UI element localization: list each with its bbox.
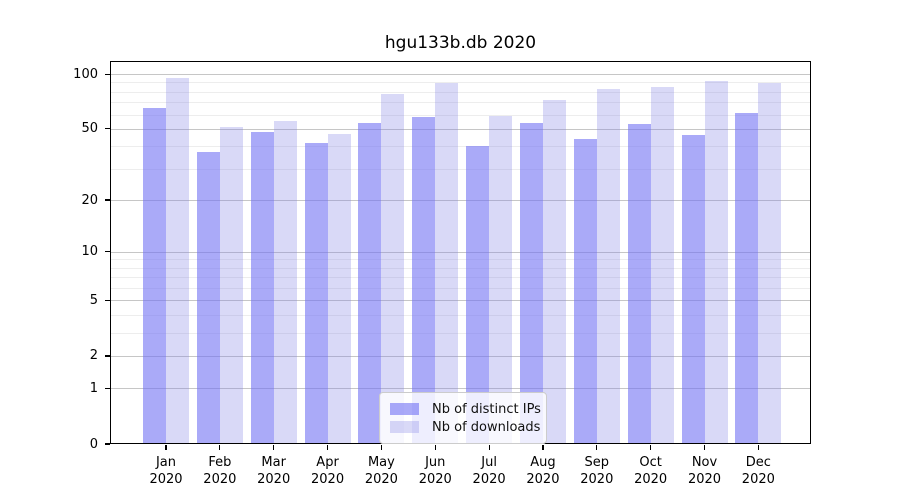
x-tick-label-feb: Feb 2020 [203, 455, 237, 487]
bar-nb-of-distinct-ips-jul [466, 146, 490, 444]
plot-area [110, 61, 811, 444]
y-tick-label-1: 1 [89, 380, 98, 396]
bar-nb-of-distinct-ips-sep [573, 138, 597, 444]
y-tick-label-2: 2 [89, 348, 98, 364]
x-tick-sep [596, 445, 598, 450]
chart-title: hgu133b.db 2020 [384, 33, 537, 53]
x-tick-label-nov: Nov 2020 [687, 455, 722, 487]
legend: Nb of distinct IPs Nb of downloads [379, 392, 547, 444]
legend-swatch-distinct-ips [390, 403, 419, 415]
gridline-5 [110, 300, 811, 302]
bar-nb-of-downloads-sep [596, 88, 620, 444]
x-tick-feb [219, 445, 221, 450]
y-tick-100 [105, 73, 110, 75]
x-tick-jul [488, 445, 490, 450]
x-tick-apr [326, 445, 329, 450]
bar-nb-of-distinct-ips-jan [143, 108, 166, 444]
bar-nb-of-distinct-ips-aug [519, 122, 543, 444]
y-tick-label-20: 20 [81, 192, 98, 208]
gridline-100 [110, 74, 811, 76]
x-tick-oct [650, 445, 652, 450]
x-tick-label-jan: Jan 2020 [149, 455, 183, 487]
gridline-50 [110, 128, 811, 130]
bar-nb-of-downloads-oct [650, 87, 674, 444]
x-tick-dec [757, 445, 759, 450]
y-tick-label-5: 5 [89, 292, 98, 308]
x-tick-may [380, 445, 382, 450]
minor-gridline-40 [110, 146, 811, 148]
x-tick-label-mar: Mar 2020 [257, 455, 291, 487]
bar-nb-of-downloads-may [381, 93, 405, 444]
bar-nb-of-distinct-ips-oct [627, 124, 651, 444]
bar-nb-of-downloads-feb [219, 127, 243, 444]
y-tick-5 [105, 299, 110, 301]
minor-gridline-8 [110, 267, 811, 269]
legend-item-downloads: Nb of downloads [390, 418, 540, 436]
bar-nb-of-downloads-nov [704, 80, 728, 444]
y-tick-label-100: 100 [73, 66, 98, 82]
x-tick-aug [542, 445, 544, 450]
minor-gridline-70 [110, 102, 811, 104]
bar-nb-of-downloads-aug [542, 100, 566, 444]
gridline-20 [110, 200, 811, 201]
x-tick-mar [273, 445, 275, 450]
bar-nb-of-distinct-ips-jun [412, 117, 436, 444]
minor-gridline-6 [110, 288, 811, 290]
legend-swatch-downloads [390, 421, 419, 433]
legend-label-downloads: Nb of downloads [432, 419, 541, 435]
bar-nb-of-distinct-ips-nov [681, 135, 705, 444]
y-tick-label-50: 50 [81, 121, 98, 137]
minor-gridline-7 [110, 277, 811, 279]
x-tick-label-may: May 2020 [364, 455, 398, 487]
minor-gridline-60 [110, 114, 811, 116]
bar-nb-of-distinct-ips-may [358, 122, 382, 444]
y-tick-50 [105, 128, 110, 130]
x-tick-jan [165, 445, 167, 450]
minor-gridline-30 [110, 168, 811, 170]
bar-nb-of-downloads-jan [166, 78, 189, 444]
legend-item-distinct-ips: Nb of distinct IPs [390, 400, 541, 418]
bar-nb-of-downloads-dec [758, 82, 782, 444]
x-tick-label-aug: Aug 2020 [526, 455, 560, 487]
y-tick-label-10: 10 [81, 244, 98, 260]
x-tick-label-dec: Dec 2020 [741, 455, 775, 487]
minor-gridline-4 [110, 315, 811, 317]
x-tick-label-sep: Sep 2020 [580, 455, 614, 487]
minor-gridline-9 [110, 259, 811, 261]
minor-gridline-90 [110, 82, 811, 84]
minor-gridline-80 [110, 91, 811, 93]
bar-nb-of-distinct-ips-mar [250, 132, 274, 444]
x-tick-label-jun: Jun 2020 [418, 455, 452, 487]
y-tick-label-0: 0 [89, 436, 98, 452]
gridline-1 [110, 388, 811, 390]
bar-nb-of-downloads-mar [273, 121, 297, 444]
y-tick-2 [105, 355, 110, 357]
y-tick-20 [105, 199, 110, 201]
x-tick-label-oct: Oct 2020 [634, 455, 668, 487]
x-tick-label-apr: Apr 2020 [311, 455, 345, 487]
gridline-2 [110, 355, 811, 357]
bar-nb-of-distinct-ips-feb [196, 152, 220, 444]
x-tick-jun [434, 445, 436, 450]
x-tick-label-jul: Jul 2020 [472, 455, 506, 487]
bar-nb-of-downloads-apr [327, 133, 351, 444]
x-tick-nov [703, 445, 706, 450]
y-tick-0 [105, 443, 110, 445]
bar-nb-of-distinct-ips-apr [304, 142, 328, 444]
y-tick-1 [105, 387, 110, 390]
bar-nb-of-downloads-jul [489, 115, 513, 444]
gridline-10 [110, 251, 811, 253]
bar-nb-of-distinct-ips-dec [735, 113, 759, 444]
minor-gridline-3 [110, 332, 811, 334]
y-tick-10 [105, 251, 110, 253]
legend-label-distinct-ips: Nb of distinct IPs [432, 401, 541, 417]
bar-nb-of-downloads-jun [435, 83, 459, 444]
